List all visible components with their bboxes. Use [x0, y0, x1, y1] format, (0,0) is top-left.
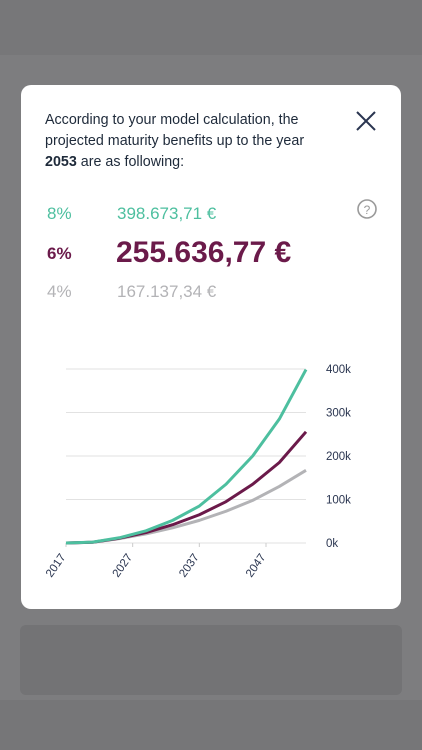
y-tick-label: 0k: [326, 538, 338, 550]
rate: 4%: [47, 282, 72, 301]
y-tick-label: 100k: [326, 495, 351, 507]
series-line: [65, 430, 308, 545]
x-tick-label: 2037: [177, 552, 202, 580]
tab-bar-dimmed: [0, 700, 422, 750]
x-tick-label: 2027: [111, 552, 136, 580]
series-line: [65, 368, 308, 545]
rate: 8%: [47, 204, 72, 223]
intro: According to your model calculation, the…: [45, 112, 305, 149]
y-tick-label: 300k: [326, 408, 351, 420]
modal: [21, 85, 401, 609]
close-button[interactable]: [356, 111, 376, 131]
intro-end: are as following:: [80, 154, 185, 170]
year: 2053: [45, 154, 77, 170]
svg-text:?: ?: [364, 203, 371, 217]
y-tick-label: 200k: [326, 451, 351, 463]
y-tick-label: 400k: [326, 364, 351, 376]
series-line: [65, 469, 307, 545]
x-tick-label: 2017: [44, 552, 69, 580]
chart: 0k 100k 200k 300k 400k 2017 2027 2037 2047: [44, 364, 351, 580]
amount: 398.673,71 €: [117, 204, 217, 223]
intro-text: According to your model calculation, the…: [45, 110, 335, 173]
x-tick-label: 2047: [244, 552, 269, 580]
header-dimmed: [0, 0, 422, 55]
card-dimmed: [20, 625, 402, 695]
amount: 255.636,77 €: [116, 236, 292, 269]
help-icon[interactable]: ?: [357, 199, 377, 219]
amount: 167.137,34 €: [117, 282, 217, 301]
rate: 6%: [47, 244, 72, 263]
